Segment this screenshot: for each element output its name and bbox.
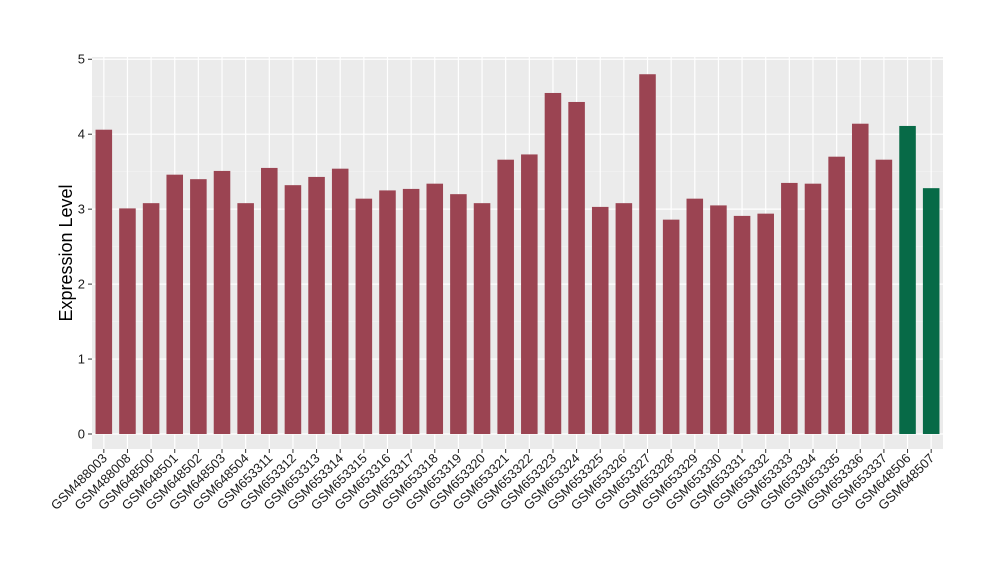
bar-gsm488008	[119, 208, 136, 435]
bar-gsm653315	[355, 198, 373, 435]
bar-gsm653321	[497, 159, 514, 435]
bar-gsm653328	[662, 219, 680, 435]
bar-gsm653333	[781, 182, 798, 435]
bar-gsm653317	[402, 188, 420, 435]
bar-gsm653326	[615, 203, 633, 435]
plot-panel	[92, 57, 943, 449]
y-tick-label: 4	[78, 127, 85, 142]
bar-gsm653319	[450, 194, 467, 435]
bar-gsm653327	[639, 74, 656, 435]
bar-gsm653312	[284, 185, 302, 435]
bar-gsm648502	[190, 179, 207, 435]
bar-gsm648506	[899, 125, 916, 435]
bar-gsm653316	[379, 190, 396, 435]
bar-gsm653311	[261, 167, 278, 435]
bar-gsm653335	[828, 156, 845, 435]
bar-gsm653323	[544, 92, 562, 435]
bar-gsm648501	[166, 174, 184, 435]
y-axis-title: Expression Level	[56, 184, 76, 321]
bar-gsm653313	[308, 176, 325, 435]
bar-gsm653337	[875, 159, 893, 435]
bar-gsm653336	[851, 123, 869, 435]
y-tick-label: 1	[78, 352, 85, 367]
y-tick-label: 5	[78, 52, 85, 67]
bar-gsm653314	[331, 168, 349, 435]
bar-gsm653320	[473, 203, 491, 435]
bar-gsm653318	[426, 183, 444, 435]
y-tick-label: 0	[78, 427, 85, 442]
bar-gsm653330	[710, 205, 727, 435]
bar-gsm653331	[733, 215, 751, 435]
bar-gsm648507	[922, 188, 940, 435]
bar-gsm653329	[686, 198, 704, 435]
y-tick-label: 3	[78, 202, 85, 217]
y-tick-label: 2	[78, 277, 85, 292]
bar-gsm653332	[757, 213, 774, 435]
bar-gsm653322	[521, 154, 538, 435]
bar-gsm653334	[804, 183, 822, 435]
bar-gsm648503	[213, 170, 231, 435]
bars	[95, 74, 940, 435]
y-axis: 0 1 2 3 4 5	[78, 52, 92, 442]
bar-gsm653325	[591, 206, 609, 435]
bar-gsm653324	[568, 101, 585, 435]
bar-gsm648500	[142, 203, 160, 435]
bar-gsm648504	[237, 203, 254, 435]
bar-gsm488003	[95, 129, 113, 435]
x-axis: GSM488003GSM488008GSM648500GSM648501GSM6…	[48, 449, 937, 513]
